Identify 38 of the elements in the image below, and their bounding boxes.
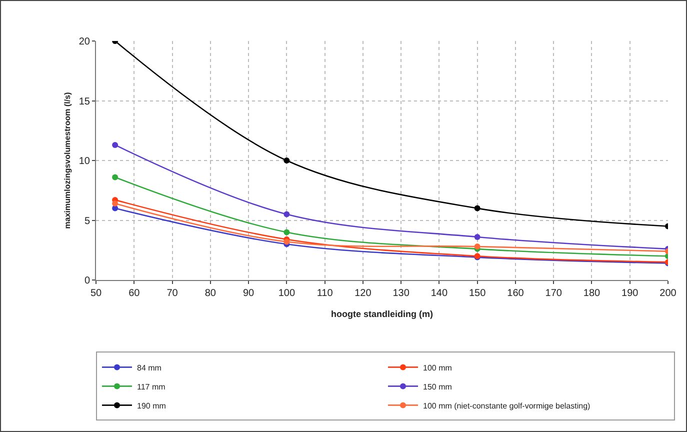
point <box>284 229 290 236</box>
x-tick-label: 50 <box>90 288 102 299</box>
point <box>474 205 480 212</box>
x-tick-label: 190 <box>622 288 639 299</box>
legend-label: 190 mm <box>137 401 166 410</box>
legend-label: 100 mm <box>423 363 452 372</box>
legend-label: 150 mm <box>423 382 452 392</box>
point <box>112 142 118 148</box>
x-tick-label: 110 <box>316 288 334 299</box>
x-tick-label: 90 <box>242 288 255 299</box>
x-tick-label: 80 <box>204 288 216 299</box>
point <box>112 200 118 207</box>
y-tick-label: 5 <box>84 216 90 227</box>
x-tick-label: 100 <box>278 288 296 299</box>
y-tick-label: 15 <box>78 96 90 108</box>
x-tick-label: 160 <box>507 288 524 299</box>
point <box>284 158 290 164</box>
y-tick-label: 20 <box>78 36 90 48</box>
x-tick-label: 140 <box>430 288 448 299</box>
point <box>284 211 290 218</box>
point <box>284 238 290 245</box>
x-tick-label: 180 <box>583 288 601 299</box>
x-tick-label: 120 <box>354 288 372 299</box>
y-tick-label: 10 <box>78 156 90 167</box>
point <box>112 174 118 180</box>
point <box>474 234 480 240</box>
y-axis-title: maximumlozingsvolumestroom (l/s) <box>63 92 72 229</box>
legend-label: 117 mm <box>137 382 166 392</box>
legend-label: 100 mm (niet-constante golf-vormige belasting) <box>423 401 591 410</box>
x-axis-title: hoogte standleiding (m) <box>331 309 433 319</box>
y-tick-label: 0 <box>84 276 90 286</box>
legend-label: 84 mm <box>137 363 162 372</box>
x-tick-label: 150 <box>468 288 486 299</box>
x-tick-label: 200 <box>660 288 677 299</box>
x-tick-label: 170 <box>545 288 562 299</box>
x-tick-label: 70 <box>166 288 178 299</box>
x-tick-label: 130 <box>392 288 410 299</box>
x-tick-label: 60 <box>128 288 140 299</box>
